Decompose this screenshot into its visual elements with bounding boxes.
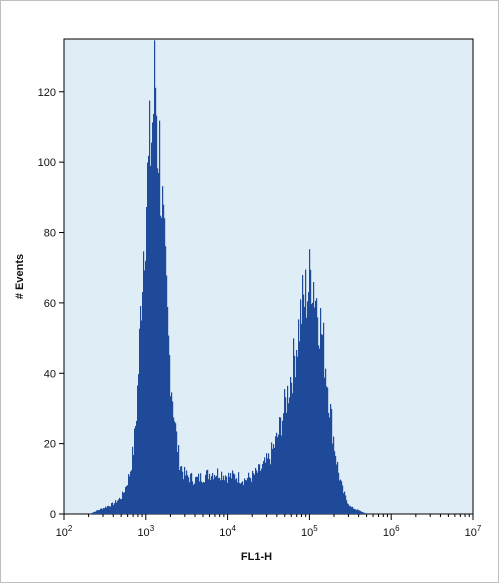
y-tick-label: 40 xyxy=(44,368,56,380)
plot-area xyxy=(64,39,473,514)
x-tick-label: 105 xyxy=(301,524,318,539)
y-tick-label: 80 xyxy=(44,228,56,240)
y-tick-label: 0 xyxy=(50,509,56,521)
y-axis-title: # Events xyxy=(14,254,26,299)
x-axis-title: FL1-H xyxy=(241,551,272,563)
y-tick-label: 20 xyxy=(44,439,56,451)
x-tick-label: 102 xyxy=(56,524,73,539)
x-tick-label: 103 xyxy=(137,524,154,539)
x-tick-label: 107 xyxy=(465,524,482,539)
x-tick-label: 104 xyxy=(219,524,236,539)
y-tick-label: 60 xyxy=(44,298,56,310)
y-tick-label: 120 xyxy=(38,87,56,99)
y-tick-label: 100 xyxy=(38,157,56,169)
x-tick-label: 106 xyxy=(383,524,400,539)
